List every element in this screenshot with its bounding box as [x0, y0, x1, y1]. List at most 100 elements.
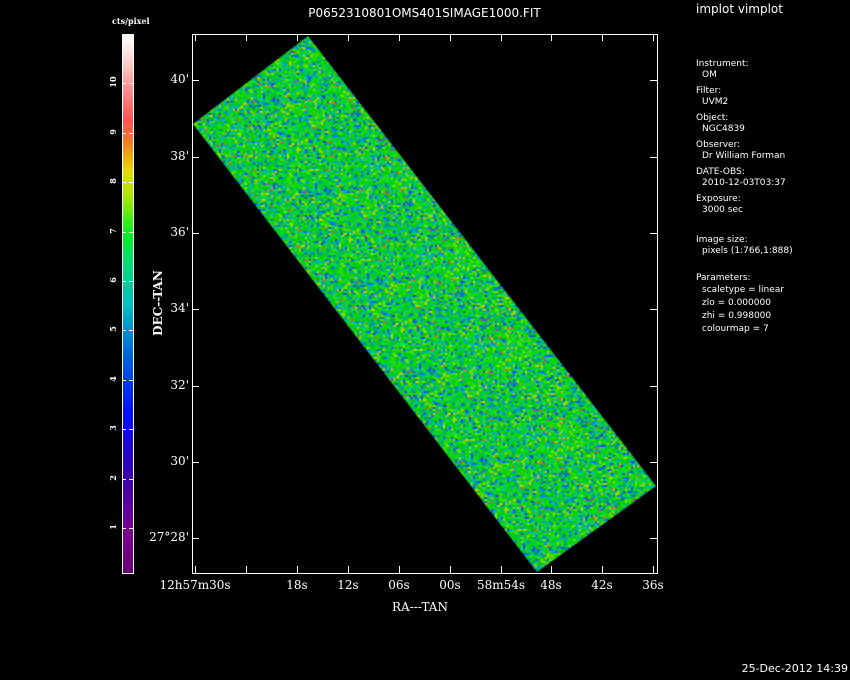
x-tick — [348, 34, 349, 41]
colorbar-tick-label: 6 — [108, 277, 118, 283]
colorbar — [122, 34, 134, 574]
y-tick — [192, 157, 199, 158]
x-tick — [246, 566, 247, 573]
x-tick — [246, 34, 247, 41]
y-tick — [650, 462, 657, 463]
sky-image — [193, 35, 656, 572]
parameter-item: zlo = 0.000000 — [702, 298, 771, 308]
x-tick — [653, 34, 654, 41]
y-tick — [650, 233, 657, 234]
x-tick — [602, 34, 603, 41]
y-tick — [192, 386, 199, 387]
y-tick — [192, 80, 199, 81]
colorbar-tick-label: 4 — [108, 376, 118, 382]
info-label: Observer: — [696, 140, 741, 150]
colorbar-tick-label: 8 — [108, 178, 118, 184]
colorbar-tick-label: 2 — [108, 474, 118, 481]
colorbar-tick — [122, 281, 126, 282]
app-title: implot vimplot — [696, 2, 783, 16]
info-value: 3000 sec — [702, 205, 743, 215]
y-tick — [650, 386, 657, 387]
x-tick-label: 42s — [591, 578, 613, 592]
colorbar-tick — [122, 83, 126, 85]
info-value: UVM2 — [702, 97, 729, 107]
colorbar-tick-label: 5 — [108, 326, 118, 333]
y-tick-label: 34' — [170, 301, 189, 315]
y-tick — [192, 233, 199, 234]
x-tick — [450, 566, 451, 573]
x-tick — [551, 34, 552, 41]
timestamp: 25-Dec-2012 14:39 — [741, 662, 848, 675]
y-tick-label: 27°28' — [149, 530, 189, 544]
x-tick-label: 18s — [286, 578, 308, 592]
colorbar-tick — [129, 281, 133, 282]
colorbar-tick — [129, 528, 133, 529]
y-tick — [650, 80, 657, 81]
info-label: Exposure: — [696, 194, 741, 204]
x-tick — [348, 566, 349, 573]
plot-frame — [192, 34, 658, 574]
colorbar-tick — [129, 231, 133, 233]
colorbar-tick-label: 10 — [108, 76, 118, 88]
y-tick — [650, 538, 657, 539]
colorbar-tick — [129, 429, 133, 431]
x-tick — [399, 566, 400, 573]
x-tick — [195, 34, 196, 41]
colorbar-tick — [129, 83, 133, 85]
x-tick-label: 06s — [388, 578, 410, 592]
info-value: 2010-12-03T03:37 — [702, 178, 786, 188]
y-axis-label: DEC--TAN — [151, 270, 165, 336]
info-label: Filter: — [696, 86, 722, 96]
x-tick-label: 12s — [337, 578, 359, 592]
x-axis-label: RA---TAN — [392, 600, 448, 614]
colorbar-tick — [129, 478, 133, 480]
parameters-label: Parameters: — [696, 273, 751, 283]
image-size-value: pixels (1:766,1:888) — [702, 246, 793, 256]
parameter-item: zhi = 0.998000 — [702, 311, 772, 321]
info-value: Dr William Forman — [702, 151, 786, 161]
y-tick-label: 38' — [170, 149, 189, 163]
x-tick — [450, 34, 451, 41]
x-tick — [501, 566, 502, 573]
colorbar-tick — [122, 429, 126, 431]
colorbar-tick — [122, 528, 126, 529]
y-tick-label: 30' — [170, 454, 189, 468]
colorbar-tick — [129, 132, 133, 134]
colorbar-tick-label: 7 — [108, 227, 118, 234]
colorbar-tick — [122, 231, 126, 233]
colorbar-tick — [122, 478, 126, 480]
y-tick-label: 32' — [170, 378, 189, 392]
info-value: OM — [702, 70, 717, 80]
colorbar-tick — [122, 182, 126, 184]
x-tick — [399, 34, 400, 41]
y-tick-label: 36' — [170, 225, 189, 239]
plot-title: P0652310801OMS401SIMAGE1000.FIT — [308, 6, 541, 20]
x-tick — [551, 566, 552, 573]
x-tick-label: 12h57m30s — [159, 578, 231, 592]
x-tick — [297, 34, 298, 41]
parameter-item: colourmap = 7 — [702, 324, 769, 334]
image-size-label: Image size: — [696, 235, 748, 245]
colorbar-tick — [129, 379, 133, 381]
x-tick — [602, 566, 603, 573]
parameter-item: scaletype = linear — [702, 285, 785, 295]
y-tick — [650, 309, 657, 310]
y-tick — [192, 309, 199, 310]
colorbar-tick — [129, 182, 133, 184]
colorbar-tick-label: 9 — [108, 129, 118, 135]
x-tick — [195, 566, 196, 573]
colorbar-tick — [122, 330, 126, 332]
colorbar-unit: cts/pixel — [112, 16, 150, 26]
x-tick — [297, 566, 298, 573]
y-tick-label: 40' — [170, 72, 189, 86]
x-tick — [653, 566, 654, 573]
x-tick — [501, 34, 502, 41]
colorbar-tick — [122, 132, 126, 134]
x-tick-label: 48s — [540, 578, 562, 592]
x-tick-label: 00s — [439, 578, 461, 592]
info-label: Instrument: — [696, 59, 749, 69]
info-label: DATE-OBS: — [696, 167, 745, 177]
y-tick — [192, 538, 199, 539]
info-value: NGC4839 — [702, 124, 745, 134]
